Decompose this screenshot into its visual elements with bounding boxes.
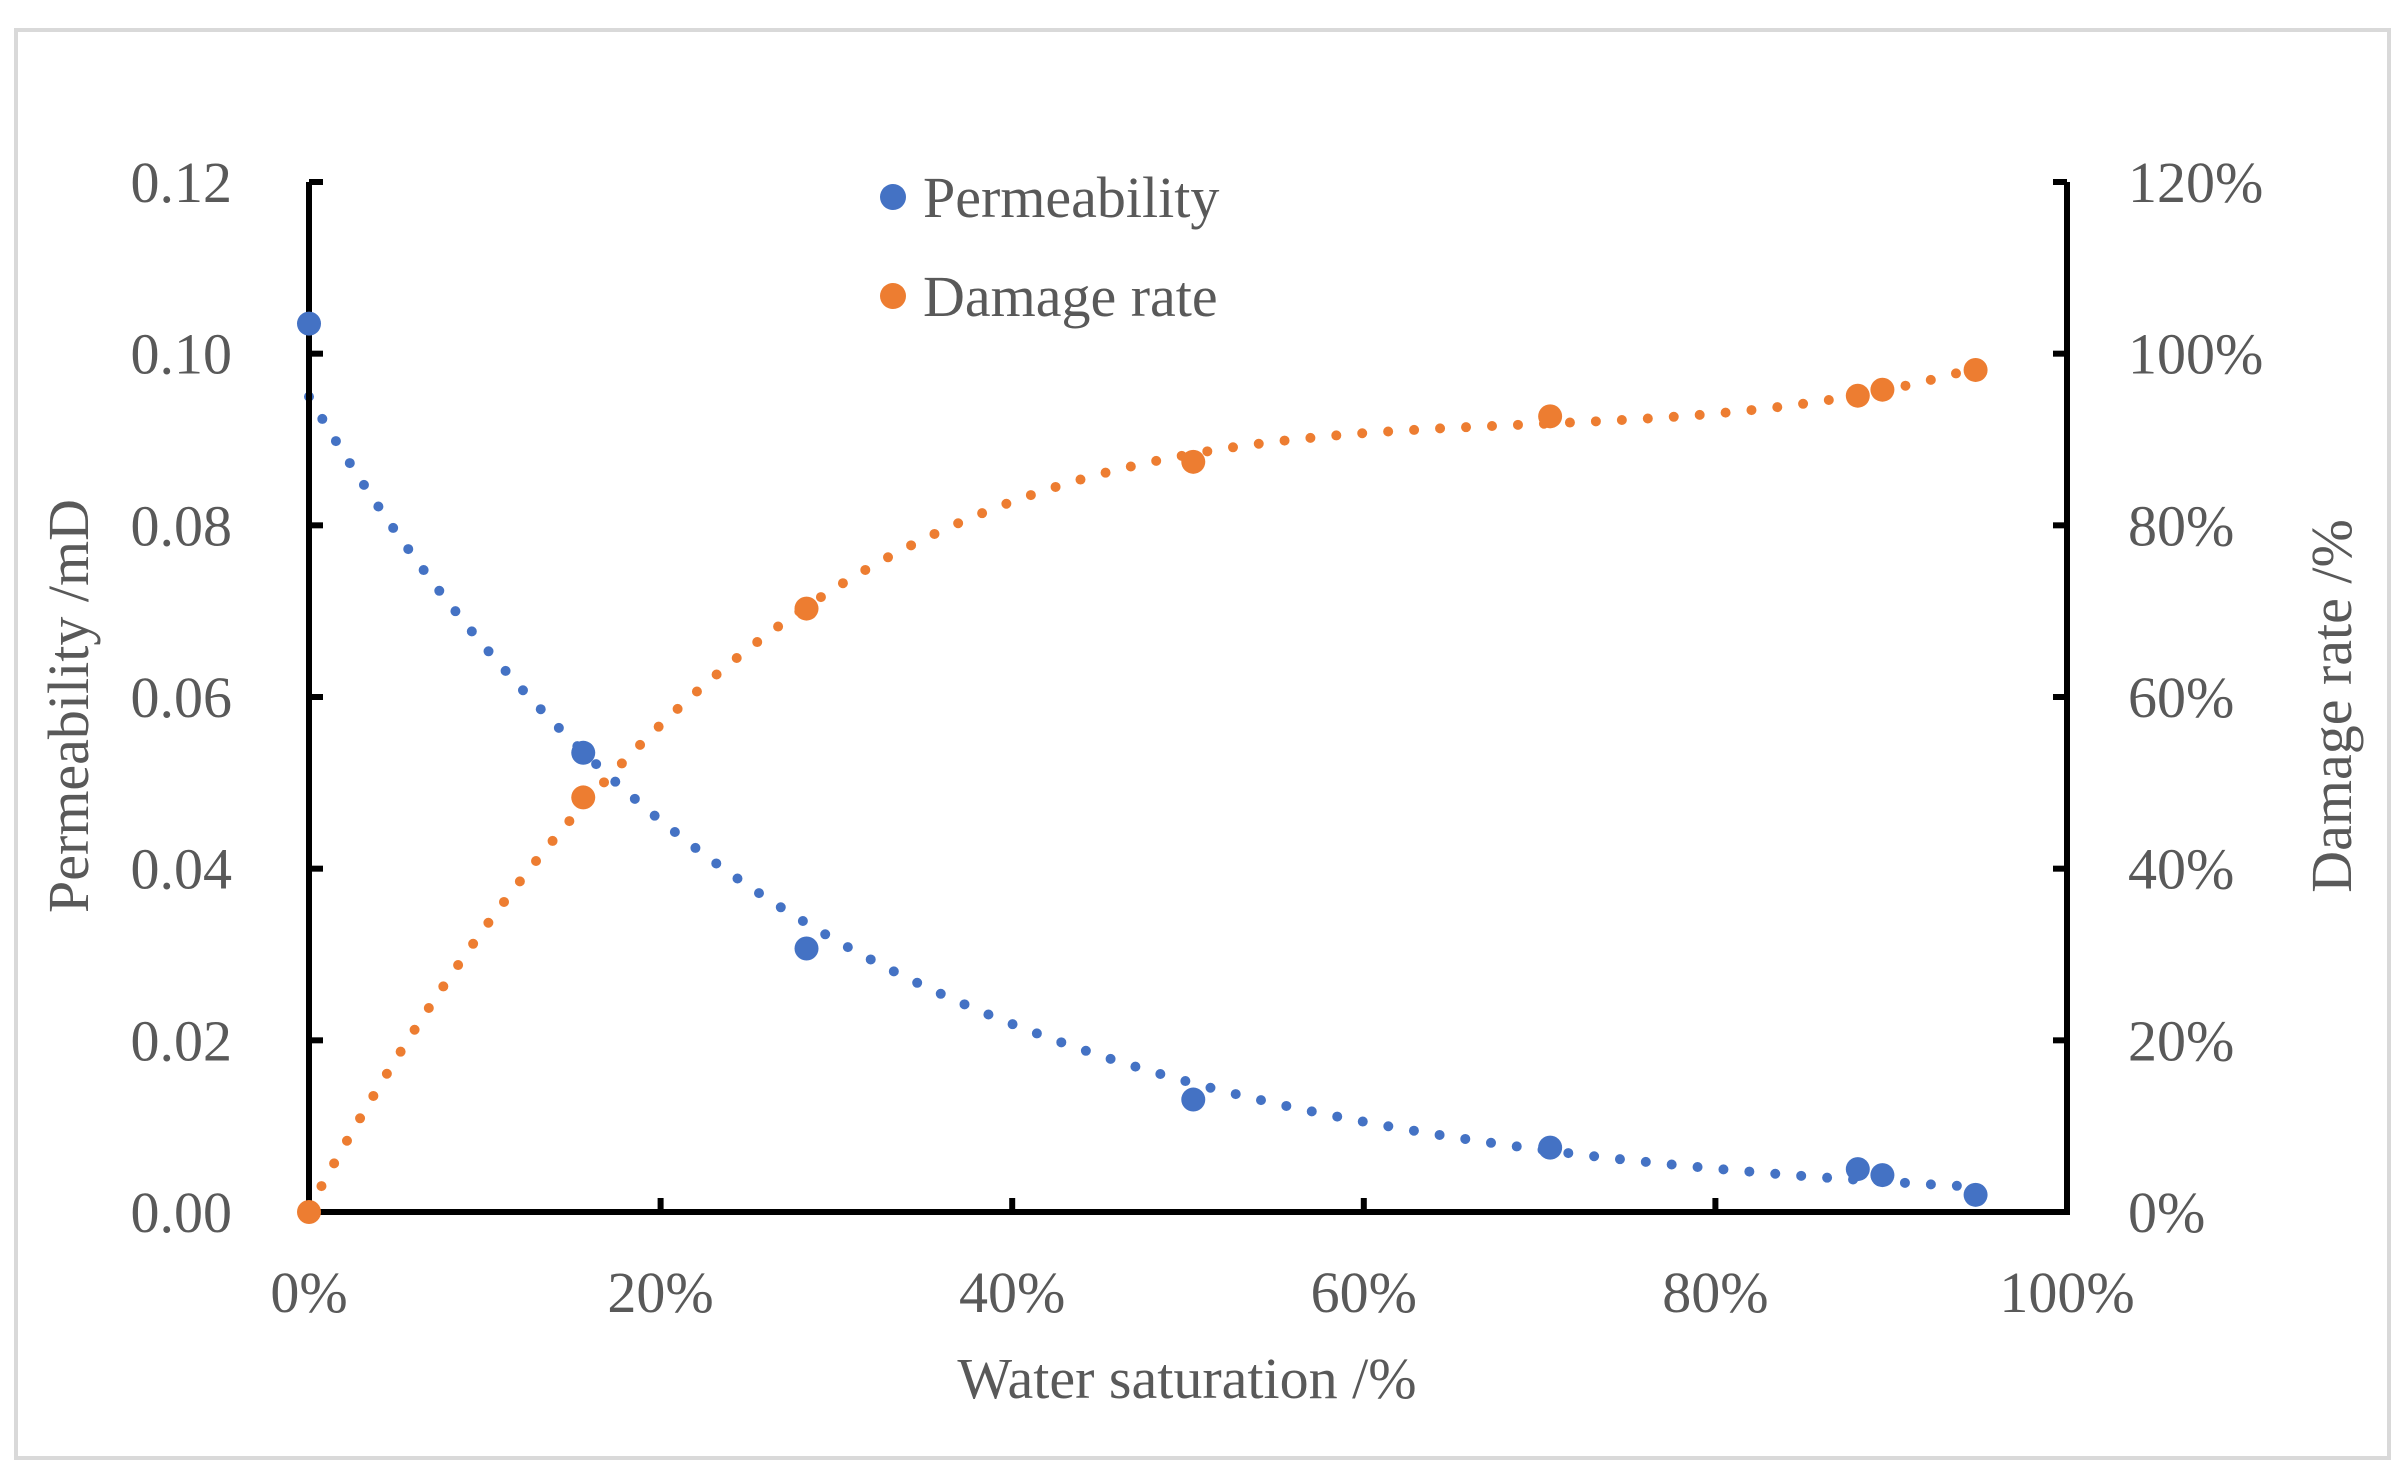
damage-rate-point [1845, 383, 1870, 408]
permeability-point [1181, 1087, 1206, 1112]
x-tick-label: 60% [1311, 1260, 1417, 1325]
axes [306, 179, 2070, 1215]
permeability-point [1963, 1182, 1988, 1207]
tick-labels: 0.00 0.02 0.04 0.06 0.08 0.10 0.12 0% 20% 40% 60% 8… [131, 150, 2264, 1325]
y-right-tick-label: 40% [2128, 837, 2234, 902]
legend-label-damage-rate: Damage rate [923, 264, 1218, 329]
legend-marker-permeability [880, 184, 906, 210]
legend: Permeability Damage rate [880, 165, 1219, 329]
y-right-tick-label: 60% [2128, 665, 2234, 730]
damage-rate-point [297, 1200, 321, 1224]
y-right-tick-label: 80% [2128, 493, 2234, 558]
data-points [297, 311, 1988, 1224]
y-axis-left-title: Permeability /mD [36, 499, 101, 913]
legend-label-permeability: Permeability [923, 165, 1219, 230]
damage-rate-point [1870, 377, 1895, 402]
y-left-tick-label: 0.08 [131, 493, 233, 558]
permeability-point [571, 740, 596, 765]
chart-frame [14, 28, 2391, 1460]
y-left-tick-label: 0.00 [131, 1180, 233, 1245]
y-right-tick-label: 120% [2128, 150, 2263, 215]
permeability-point [794, 936, 819, 961]
x-tick-label: 40% [959, 1260, 1065, 1325]
damage-rate-point [1538, 404, 1563, 429]
damage-rate-point [571, 785, 596, 810]
y-left-tick-label: 0.04 [131, 837, 233, 902]
x-axis-title: Water saturation /% [957, 1346, 1416, 1411]
damage-rate-point [1963, 357, 1988, 382]
permeability-point [1538, 1135, 1563, 1160]
y-axis-right-title: Damage rate /% [2299, 519, 2364, 893]
y-right-tick-label: 100% [2128, 322, 2263, 387]
y-right-tick-label: 20% [2128, 1008, 2234, 1073]
permeability-point [1870, 1163, 1895, 1188]
x-tick-label: 100% [1999, 1260, 2134, 1325]
x-tick-label: 80% [1662, 1260, 1768, 1325]
x-tick-label: 20% [607, 1260, 713, 1325]
legend-marker-damage-rate [880, 283, 906, 309]
x-tick-label: 0% [270, 1260, 347, 1325]
y-left-tick-label: 0.06 [131, 665, 233, 730]
y-left-tick-label: 0.10 [131, 322, 233, 387]
damage-rate-point [794, 596, 819, 621]
trendline-permeability [304, 391, 1981, 1192]
damage-rate-point [1181, 449, 1206, 474]
y-left-tick-label: 0.02 [131, 1008, 233, 1073]
y-left-tick-label: 0.12 [131, 150, 233, 215]
permeability-point [297, 311, 321, 336]
y-right-tick-label: 0% [2128, 1180, 2205, 1245]
permeability-point [1845, 1157, 1870, 1182]
